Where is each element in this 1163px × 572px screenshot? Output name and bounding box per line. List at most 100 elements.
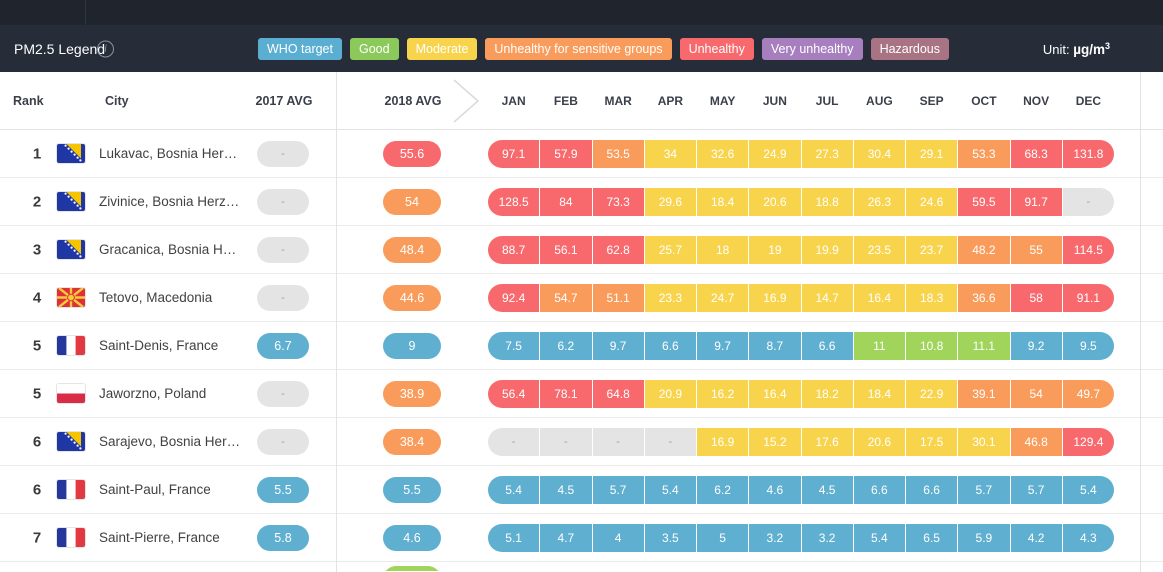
- rank-value: 6: [32, 481, 42, 498]
- table-row[interactable]: 2 Zivinice, Bosnia Herz… - 54 128.5 84 73.3 29…: [0, 178, 1163, 226]
- avg-2017-badge: -: [257, 380, 309, 407]
- month-value-feb: 78.1: [540, 380, 592, 408]
- legend-badge-hazardous: Hazardous: [870, 37, 950, 60]
- month-value-feb: -: [540, 428, 592, 456]
- month-value-jul: 19.9: [801, 236, 853, 264]
- bosnia-herzegovina-flag-icon: [57, 192, 85, 211]
- table-row[interactable]: 5 Saint-Denis, France 6.7 9 7.5 6.2 9.7 6.6 9.7…: [0, 322, 1163, 370]
- month-value-jun: 16.9: [749, 284, 801, 312]
- table-row[interactable]: 7 Saint-Pierre, France 5.8 4.6 5.1 4.7 4 3.5 5 3…: [0, 514, 1163, 562]
- month-value-nov: 91.7: [1010, 188, 1062, 216]
- city-name[interactable]: Jaworzno, Poland: [99, 386, 207, 401]
- column-divider: [336, 72, 337, 572]
- avg-2018-badge: 48.4: [383, 236, 441, 263]
- city-name[interactable]: Saint-Paul, France: [99, 482, 211, 497]
- city-name[interactable]: Zivinice, Bosnia Herz…: [99, 194, 240, 209]
- month-value-jan: 7.5: [488, 332, 540, 360]
- city-name[interactable]: Tetovo, Macedonia: [99, 290, 213, 305]
- avg-2018-badge: 44.6: [383, 284, 441, 311]
- month-value-may: 16.9: [697, 428, 749, 456]
- month-value-apr: 25.7: [644, 236, 696, 264]
- table-header-row: Rank City 2017 AVG 2018 AVG JAN FEB MAR APR…: [0, 72, 1163, 130]
- rank-value: 3: [32, 241, 42, 258]
- month-value-jan: 128.5: [488, 188, 540, 216]
- rank-value: 5: [32, 337, 42, 354]
- month-value-jun: 15.2: [749, 428, 801, 456]
- france-flag-icon: [57, 528, 85, 547]
- column-header-month-aug: AUG: [866, 93, 893, 108]
- legend-row: PM2.5 Legend i WHO target Good Moderate Unh…: [0, 25, 1163, 72]
- month-value-sep: 23.7: [906, 236, 958, 264]
- legend-badge-who-target: WHO target: [258, 37, 342, 60]
- info-icon[interactable]: i: [97, 40, 114, 57]
- pm25-ranking-table: Rank City 2017 AVG 2018 AVG JAN FEB MAR APR…: [0, 72, 1163, 572]
- avg-2018-badge: 9: [383, 332, 441, 359]
- month-value-apr: 20.9: [644, 380, 696, 408]
- monthly-values: 88.7 56.1 62.8 25.7 18 19 19.9 23.5 23.7 48.2 55 11…: [488, 236, 1114, 264]
- month-value-may: 16.2: [697, 380, 749, 408]
- month-value-nov: 55: [1010, 236, 1062, 264]
- month-value-oct: 53.3: [958, 140, 1010, 168]
- unit-exponent: 3: [1104, 40, 1110, 51]
- monthly-values: 56.4 78.1 64.8 20.9 16.2 16.4 18.2 18.4 22.9 39.1…: [488, 380, 1114, 408]
- column-header-month-jan: JAN: [501, 93, 526, 108]
- legend-badge-unhealthy-for-sensitive-groups: Unhealthy for sensitive groups: [485, 37, 672, 60]
- bosnia-herzegovina-flag-icon: [57, 432, 85, 451]
- month-value-feb: 4.7: [540, 524, 592, 552]
- table-row[interactable]: 1 Lukavac, Bosnia Her… -55.6 97.1 57.9 53.5 3…: [0, 130, 1163, 178]
- column-header-2018-avg: 2018 AVG: [384, 93, 442, 108]
- rank-value: 4: [32, 289, 42, 306]
- month-value-oct: 30.1: [958, 428, 1010, 456]
- month-value-dec: 49.7: [1062, 380, 1114, 408]
- city-name[interactable]: Saint-Pierre, France: [99, 530, 220, 545]
- avg-2018-badge: 38.4: [383, 428, 441, 455]
- monthly-values: 97.1 57.9 53.5 34 32.6 24.9 27.3 30.4 29.1 53.3 68…: [488, 140, 1114, 168]
- table-row[interactable]: 3 Gracanica, Bosnia H… -48.4 88.7 56.1 62.8 2…: [0, 226, 1163, 274]
- month-value-apr: 23.3: [644, 284, 696, 312]
- column-header-month-apr: APR: [657, 93, 684, 108]
- month-value-jul: 27.3: [801, 140, 853, 168]
- table-row[interactable]: 6 Sarajevo, Bosnia Her… -38.4- - - -16.9 15.2…: [0, 418, 1163, 466]
- rank-value: 6: [32, 433, 42, 450]
- city-name[interactable]: Saint-Denis, France: [99, 338, 219, 353]
- month-value-nov: 5.7: [1010, 476, 1062, 504]
- month-value-oct: 59.5: [958, 188, 1010, 216]
- avg-2017-badge: -: [257, 284, 309, 311]
- rank-value: 2: [32, 193, 42, 210]
- column-header-2017-avg: 2017 AVG: [255, 93, 313, 108]
- legend-badge-moderate: Moderate: [406, 37, 478, 60]
- month-value-mar: 51.1: [592, 284, 644, 312]
- macedonia-flag-icon: [57, 288, 85, 307]
- column-header-month-sep: SEP: [919, 93, 944, 108]
- month-value-mar: 9.7: [592, 332, 644, 360]
- city-name[interactable]: Lukavac, Bosnia Her…: [99, 146, 238, 161]
- month-value-mar: 53.5: [592, 140, 644, 168]
- monthly-values: 128.5 84 73.3 29.6 18.4 20.6 18.8 26.3 24.6 59.5 9…: [488, 188, 1114, 216]
- month-value-apr: -: [644, 428, 696, 456]
- month-value-mar: -: [592, 428, 644, 456]
- month-value-sep: 29.1: [906, 140, 958, 168]
- unit-label: Unit: µg/m3: [1043, 40, 1110, 56]
- month-value-jun: 24.9: [749, 140, 801, 168]
- city-name[interactable]: Gracanica, Bosnia H…: [99, 242, 237, 257]
- table-row[interactable]: 5 Jaworzno, Poland -38.9 56.4 78.1 64.8 20.9 1…: [0, 370, 1163, 418]
- month-value-jul: 18.2: [801, 380, 853, 408]
- month-value-sep: 17.5: [906, 428, 958, 456]
- month-value-mar: 73.3: [592, 188, 644, 216]
- legend-badge-good: Good: [350, 37, 399, 60]
- france-flag-icon: [57, 336, 85, 355]
- city-name[interactable]: Sarajevo, Bosnia Her…: [99, 434, 241, 449]
- table-row[interactable]: 4 Tetovo, Macedonia - 44.6 92.4 54.7 51.1 23.3…: [0, 274, 1163, 322]
- legend-badge-unhealthy: Unhealthy: [679, 37, 754, 60]
- month-value-may: 18.4: [697, 188, 749, 216]
- month-value-jun: 19: [749, 236, 801, 264]
- avg-2017-badge: 5.8: [257, 524, 309, 551]
- month-value-jan: 88.7: [488, 236, 540, 264]
- chevron-right-icon: [453, 79, 479, 123]
- month-value-may: 18: [697, 236, 749, 264]
- month-value-oct: 39.1: [958, 380, 1010, 408]
- month-value-sep: 6.6: [906, 476, 958, 504]
- avg-2017-badge: 5.5: [257, 476, 309, 503]
- column-header-month-feb: FEB: [553, 93, 578, 108]
- table-row[interactable]: 6 Saint-Paul, France 5.5 5.5 5.4 4.5 5.7 5.4 6.…: [0, 466, 1163, 514]
